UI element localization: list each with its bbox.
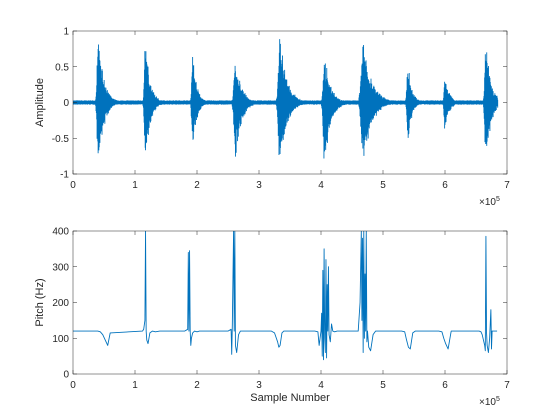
amplitude-x-tick-label: 1 <box>132 180 138 191</box>
pitch-ticks: 0 1 2 3 4 5 6 7 0 100 200 300 400 <box>52 227 510 392</box>
amplitude-plot: 0 1 2 3 4 5 6 7-1-0.500.51 Amplitude ×105 <box>34 27 510 209</box>
pitch-y-tick-label: 400 <box>52 227 69 238</box>
pitch-x-tick-label: 0 <box>70 380 76 391</box>
pitch-x-tick-label: 3 <box>256 380 262 391</box>
pitch-x-exponent: ×105 <box>479 396 500 408</box>
pitch-x-exponent-base: ×10 <box>479 397 496 408</box>
pitch-y-tick-label: 100 <box>52 334 69 345</box>
amplitude-x-tick-label: 3 <box>256 180 262 191</box>
pitch-x-tick-label: 1 <box>132 380 138 391</box>
amplitude-x-exponent-base: ×10 <box>479 197 496 208</box>
pitch-y-tick-label: 0 <box>63 370 69 381</box>
amplitude-y-tick-label: 0.5 <box>55 62 69 73</box>
pitch-x-tick-label: 7 <box>504 380 510 391</box>
amplitude-series <box>73 39 499 159</box>
amplitude-x-tick-label: 5 <box>380 180 386 191</box>
amplitude-y-tick-label: -0.5 <box>52 134 70 145</box>
pitch-y-tick-label: 300 <box>52 262 69 273</box>
amplitude-y-tick-label: -1 <box>60 170 69 181</box>
amplitude-y-tick-label: 1 <box>63 27 69 38</box>
pitch-y-tick-label: 200 <box>52 298 69 309</box>
pitch-x-tick-label: 5 <box>380 380 386 391</box>
pitch-series <box>73 231 498 361</box>
pitch-x-tick-label: 4 <box>318 380 324 391</box>
pitch-x-tick-label: 6 <box>442 380 448 391</box>
amplitude-x-exponent-power: 5 <box>496 196 500 203</box>
amplitude-x-exponent: ×105 <box>479 196 500 208</box>
pitch-y-axis-label: Pitch (Hz) <box>34 278 46 326</box>
pitch-x-exponent-power: 5 <box>496 396 500 403</box>
amplitude-x-tick-label: 0 <box>70 180 76 191</box>
amplitude-ticks: 0 1 2 3 4 5 6 7 -1 -0.5 0 0.5 1 <box>52 27 510 192</box>
amplitude-x-tick-label: 2 <box>194 180 200 191</box>
pitch-contour-line <box>73 231 498 361</box>
amplitude-waveform-line <box>73 39 499 159</box>
amplitude-y-axis-label: Amplitude <box>34 78 46 127</box>
pitch-x-tick-label: 2 <box>194 380 200 391</box>
pitch-axes-box <box>72 230 508 375</box>
amplitude-x-tick-label: 6 <box>442 180 448 191</box>
amplitude-x-tick-label: 4 <box>318 180 324 191</box>
amplitude-y-tick-label: 0 <box>63 98 69 109</box>
amplitude-x-tick-label: 7 <box>504 180 510 191</box>
pitch-x-axis-label: Sample Number <box>250 392 330 404</box>
pitch-plot: 0 1 2 3 4 5 6 7 0 100 200 300 400 Pitch (Hz) Sample … <box>34 227 510 409</box>
